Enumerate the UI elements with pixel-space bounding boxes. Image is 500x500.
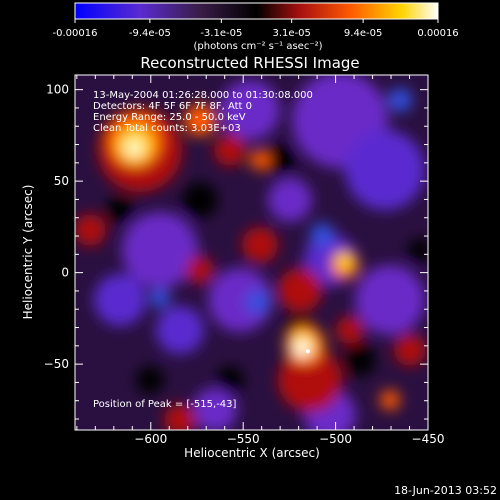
heatmap-blob (336, 316, 364, 344)
colorbar-tick-label: -3.1e-05 (200, 28, 242, 39)
colorbar-tick-label: 0.00016 (417, 28, 458, 39)
annotation-time-range: 13-May-2004 01:26:28.000 to 01:30:08.000 (93, 90, 313, 101)
heatmap-blob (216, 366, 244, 394)
x-tick-label: −500 (319, 432, 352, 446)
y-tick-label: 100 (46, 83, 69, 97)
y-axis-label: Heliocentric Y (arcsec) (21, 185, 35, 320)
y-tick-label: 50 (54, 174, 69, 188)
heatmap-blob (250, 150, 270, 170)
heatmap-blob (294, 340, 310, 356)
x-axis-label: Heliocentric X (arcsec) (184, 446, 320, 460)
heatmap-blob (388, 88, 412, 112)
y-tick-label: −50 (44, 357, 69, 371)
plot-frame (74, 74, 429, 431)
heatmap-blob (106, 196, 134, 224)
annotation-clean-counts: Clean Total counts: 3.03E+03 (93, 123, 241, 134)
heatmap-blob (156, 306, 204, 354)
annotation-block: 13-May-2004 01:26:28.000 to 01:30:08.000… (93, 90, 313, 134)
heatmap-blob (268, 178, 312, 222)
axis-ticks: −600 −550 −500 −450 100 50 0 −50 (44, 75, 445, 446)
heatmap-blob (136, 366, 164, 394)
heatmap-blob (355, 265, 425, 335)
heatmap-blob (182, 182, 218, 218)
peak-position-label: Position of Peak = [-515,-43] (93, 399, 237, 410)
annotation-energy-range: Energy Range: 25.0 - 50.0 keV (93, 112, 246, 123)
heatmap-blob (246, 290, 270, 314)
heatmap-blob (208, 268, 272, 332)
colorbar-tick-label: 3.1e-05 (272, 28, 310, 39)
colorbar-tick-label: -0.00016 (53, 28, 98, 39)
heatmap-blob (336, 253, 354, 271)
heatmap-blob (75, 214, 106, 246)
footer-date: 18-Jun-2013 03:52 (394, 484, 497, 497)
heatmap-blob (380, 390, 400, 410)
heatmap-blob (278, 268, 322, 312)
heatmap-blob (264, 144, 296, 176)
annotation-detectors: Detectors: 4F 5F 6F 7F 8F, Att 0 (93, 101, 252, 112)
heatmap-blob (214, 134, 246, 166)
heatmap-blob (126, 140, 142, 156)
heatmap-blob (184, 104, 216, 136)
heatmap-blob (122, 212, 198, 288)
heatmap-blob (345, 130, 425, 210)
heatmap-blob (278, 348, 342, 412)
heatmap-blob (220, 80, 280, 140)
heatmap-image (75, 75, 428, 430)
heatmap-blob (150, 288, 170, 308)
heatmap-blob (164, 404, 196, 430)
heatmap-blob (344, 344, 376, 376)
colorbar (74, 2, 439, 20)
x-tick-label: −450 (412, 432, 445, 446)
heatmap-blob (408, 238, 428, 262)
colorbar-units-label: (photons cm⁻² s⁻¹ asec⁻²) (193, 41, 322, 52)
colorbar-tick-label: 9.4e-05 (344, 28, 382, 39)
colorbar-tick-label: -9.4e-05 (129, 28, 171, 39)
peak-marker (305, 349, 310, 354)
chart-title: Reconstructed RHESSI Image (140, 54, 359, 72)
heatmap-blob (186, 256, 214, 284)
heatmap-blob (94, 274, 146, 326)
heatmap-blob (242, 227, 278, 263)
heatmap-blob (193, 388, 237, 430)
heatmap-blob (310, 223, 334, 247)
y-tick-label: 0 (61, 266, 69, 280)
x-tick-label: −550 (227, 432, 260, 446)
heatmap-blob (394, 334, 426, 366)
x-tick-label: −600 (134, 432, 167, 446)
colorbar-ticks: -0.00016 -9.4e-05 -3.1e-05 3.1e-05 9.4e-05 0.… (53, 19, 459, 39)
